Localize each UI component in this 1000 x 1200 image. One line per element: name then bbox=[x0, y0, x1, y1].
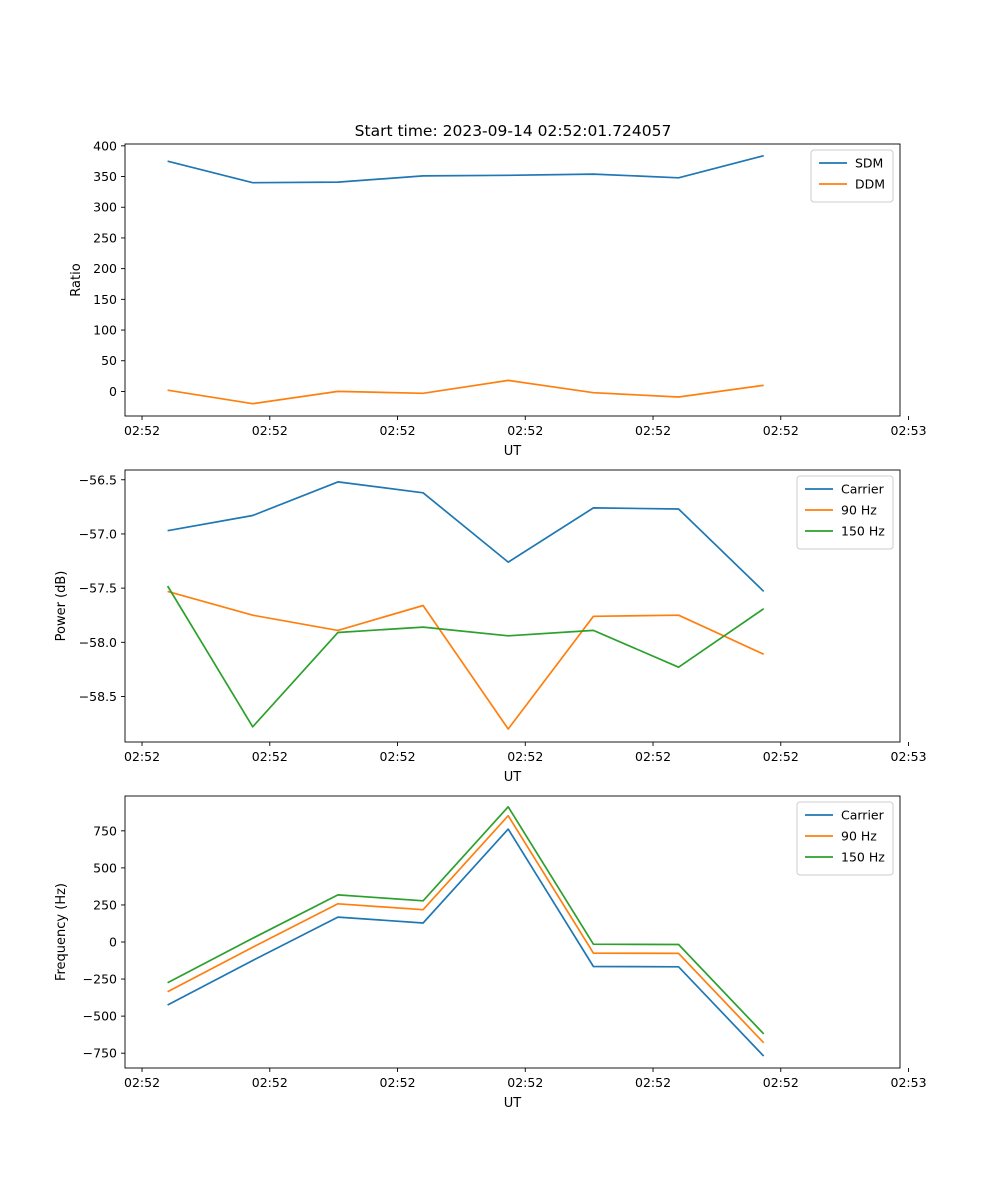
y-tick-label: −250 bbox=[83, 972, 117, 987]
power-x-axis-label: UT bbox=[504, 770, 522, 785]
frequency-plot-frame bbox=[124, 795, 901, 1069]
y-tick-label: −58.0 bbox=[79, 635, 117, 650]
x-tick-label: 02:52 bbox=[635, 749, 671, 764]
figure-title: Start time: 2023-09-14 02:52:01.724057 bbox=[355, 122, 672, 140]
power-plot-frame bbox=[124, 469, 901, 743]
x-tick-label: 02:52 bbox=[252, 1075, 288, 1090]
power-y-axis-label: Power (dB) bbox=[54, 571, 69, 642]
y-tick-label: −58.5 bbox=[79, 689, 117, 704]
x-tick-label: 02:52 bbox=[635, 423, 671, 438]
x-tick-label: 02:52 bbox=[763, 423, 799, 438]
ratio-legend: SDM DDM bbox=[810, 149, 894, 203]
legend-label-150-hz: 150 Hz bbox=[841, 850, 885, 865]
series-line-carrier bbox=[167, 481, 765, 593]
legend-label-ddm: DDM bbox=[855, 177, 885, 192]
series-line-150-hz bbox=[167, 805, 765, 1035]
x-tick-label: 02:53 bbox=[891, 749, 927, 764]
frequency-axes: 02:52 02:52 02:52 02:52 02:52 02:52 02:53 −750 −… bbox=[54, 795, 927, 1111]
y-tick-label: −500 bbox=[83, 1009, 117, 1024]
series-line-90-hz bbox=[167, 814, 765, 1044]
y-tick-label: 50 bbox=[101, 353, 117, 368]
legend-label-150-hz: 150 Hz bbox=[841, 524, 885, 539]
y-tick-label: −56.5 bbox=[79, 472, 117, 487]
x-tick-label: 02:52 bbox=[252, 749, 288, 764]
x-tick-label: 02:52 bbox=[124, 749, 160, 764]
y-tick-label: 200 bbox=[93, 261, 117, 276]
y-tick-label: −57.0 bbox=[79, 526, 117, 541]
x-tick-label: 02:52 bbox=[507, 749, 543, 764]
y-tick-label: −57.5 bbox=[79, 581, 117, 596]
x-tick-label: 02:52 bbox=[252, 423, 288, 438]
x-tick-label: 02:52 bbox=[380, 423, 416, 438]
ratio-x-axis-label: UT bbox=[504, 444, 522, 459]
x-tick-label: 02:53 bbox=[891, 423, 927, 438]
series-line-ddm bbox=[167, 379, 764, 405]
legend-label-90-hz: 90 Hz bbox=[841, 503, 877, 518]
y-tick-label: 750 bbox=[93, 823, 117, 838]
x-tick-label: 02:52 bbox=[507, 423, 543, 438]
y-tick-label: 0 bbox=[109, 384, 117, 399]
legend-label-90-hz: 90 Hz bbox=[841, 829, 877, 844]
x-tick-label: 02:52 bbox=[507, 1075, 543, 1090]
x-tick-label: 02:52 bbox=[380, 1075, 416, 1090]
y-tick-label: 350 bbox=[93, 169, 117, 184]
series-line-sdm bbox=[167, 154, 764, 184]
y-tick-label: 100 bbox=[93, 323, 117, 338]
x-tick-label: 02:52 bbox=[124, 1075, 160, 1090]
legend-label-carrier: Carrier bbox=[841, 808, 885, 823]
y-tick-label: 0 bbox=[109, 935, 117, 950]
y-tick-label: 250 bbox=[93, 897, 117, 912]
frequency-y-axis-label: Frequency (Hz) bbox=[54, 883, 69, 981]
x-tick-label: 02:52 bbox=[635, 1075, 671, 1090]
x-tick-label: 02:52 bbox=[763, 749, 799, 764]
y-tick-label: 500 bbox=[93, 860, 117, 875]
ratio-y-axis-label: Ratio bbox=[69, 263, 84, 296]
y-tick-label: 250 bbox=[93, 230, 117, 245]
series-line-90-hz bbox=[167, 590, 765, 730]
y-tick-label: 150 bbox=[93, 292, 117, 307]
y-tick-label: 400 bbox=[93, 138, 117, 153]
ratio-axes: 02:52 02:52 02:52 02:52 02:52 02:52 02:53 0 50 10… bbox=[69, 138, 927, 459]
x-tick-label: 02:53 bbox=[891, 1075, 927, 1090]
y-tick-label: 300 bbox=[93, 200, 117, 215]
frequency-x-axis-label: UT bbox=[504, 1096, 522, 1111]
y-tick-label: −750 bbox=[83, 1046, 117, 1061]
power-axes: 02:52 02:52 02:52 02:52 02:52 02:52 02:53 −58.5… bbox=[54, 469, 927, 785]
series-line-150-hz bbox=[166, 585, 765, 728]
legend-label-sdm: SDM bbox=[855, 156, 883, 171]
power-legend: Carrier 90 Hz 150 Hz bbox=[796, 475, 894, 550]
frequency-legend: Carrier 90 Hz 150 Hz bbox=[796, 801, 894, 876]
legend-label-carrier: Carrier bbox=[841, 482, 885, 497]
ratio-plot-frame bbox=[124, 143, 901, 417]
x-tick-label: 02:52 bbox=[124, 423, 160, 438]
x-tick-label: 02:52 bbox=[380, 749, 416, 764]
x-tick-label: 02:52 bbox=[763, 1075, 799, 1090]
series-line-carrier bbox=[167, 828, 765, 1057]
